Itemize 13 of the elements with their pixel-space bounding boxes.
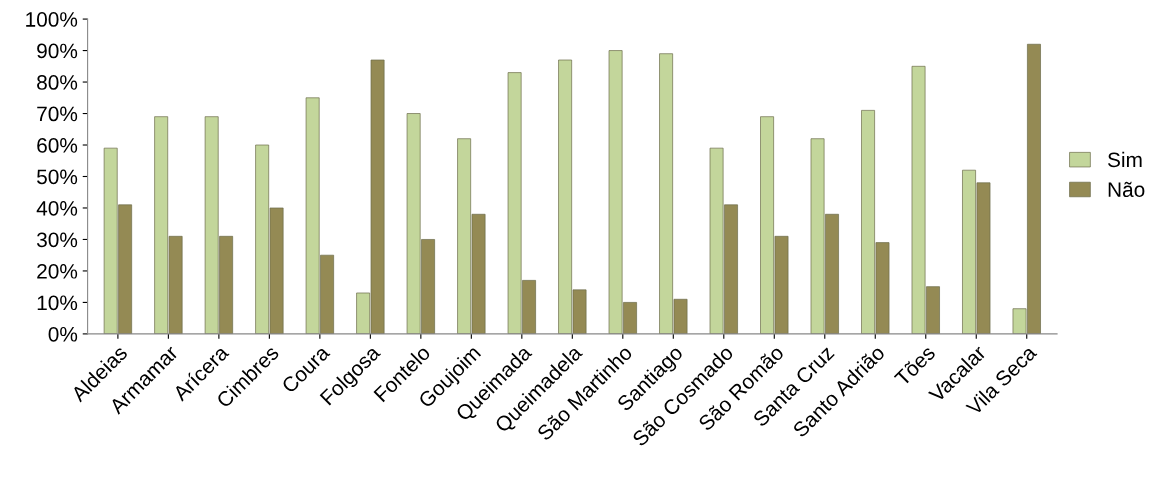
y-tick-label: 40%: [36, 200, 78, 216]
legend-label: Não: [1108, 181, 1145, 197]
y-tick-label: 70%: [37, 106, 78, 122]
y-tick-label: 60%: [37, 138, 78, 153]
y-tick-label: 50%: [37, 169, 78, 185]
y-tick-label: 80%: [37, 75, 78, 90]
legend-label: Sim: [1107, 151, 1142, 168]
y-tick-label: 20%: [37, 263, 78, 279]
y-tick-label: 100%: [26, 12, 78, 27]
y-tick-label: 10%: [37, 295, 78, 311]
y-tick-label: 0%: [48, 326, 78, 342]
y-tick-label: 90%: [37, 43, 78, 59]
y-tick-label: 30%: [36, 232, 78, 248]
